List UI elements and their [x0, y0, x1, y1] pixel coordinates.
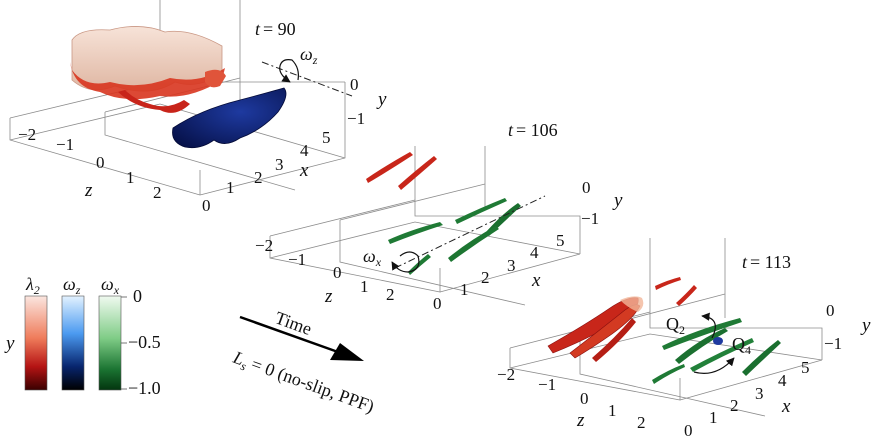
svg-text:5: 5 [801, 358, 810, 377]
panel-t106-lambda2-structures [366, 152, 437, 190]
svg-text:−1: −1 [56, 135, 74, 154]
svg-text:−1: −1 [538, 375, 556, 394]
panel-t106-x-ticks: 0 1 2 3 4 5 [433, 231, 565, 313]
panel-t113-x-label: x [781, 396, 791, 417]
svg-text:3: 3 [755, 384, 764, 403]
colorbar: λ2 ωz ωx y 0 −0.5 −1.0 [4, 274, 161, 398]
panel-t90: ωz t = 90 −2 −1 0 1 2 z 0 1 2 3 4 5 x 0 −… [9, 0, 387, 215]
panel-t113-y-ticks: 0 −1 [824, 301, 842, 353]
colorbar-omega-x [98, 295, 122, 391]
colorbar-header-omega-x: ωx [101, 274, 120, 297]
time-arrow: Time Ls = 0 (no-slip, PPF) [230, 307, 377, 417]
svg-text:3: 3 [275, 155, 284, 174]
svg-text:2: 2 [153, 183, 162, 202]
panel-t113-time-label: t = 113 [742, 252, 791, 272]
panel-t90-x-label: x [299, 160, 309, 181]
panel-t90-rotation-loop [279, 59, 299, 83]
panel-t106-rotation-axis [394, 195, 546, 269]
panel-t113-z-ticks: −2 −1 0 1 2 [497, 365, 646, 432]
panel-t106-rotation-loop [391, 251, 420, 273]
svg-text:−1: −1 [581, 209, 599, 228]
svg-text:2: 2 [254, 168, 263, 187]
svg-text:1: 1 [608, 401, 617, 420]
panel-t90-y-ticks: 0 −1 [347, 75, 365, 128]
svg-text:0: 0 [202, 196, 211, 215]
panel-t90-box [9, 0, 346, 196]
colorbar-header-lambda2: λ2 [25, 274, 40, 297]
svg-text:4: 4 [778, 371, 787, 390]
colorbar-tick-mid: −0.5 [128, 332, 161, 352]
svg-text:5: 5 [556, 231, 565, 250]
panel-t90-z-label: z [84, 180, 93, 201]
svg-text:0: 0 [333, 263, 342, 282]
panel-t90-time-label: t = 90 [255, 19, 296, 39]
svg-text:0: 0 [433, 294, 442, 313]
panel-t113-omega-x-structures [652, 318, 781, 384]
time-arrow-line [239, 315, 339, 354]
svg-text:4: 4 [300, 141, 309, 160]
time-arrow-label: Time [272, 307, 314, 339]
svg-text:0: 0 [582, 178, 591, 197]
svg-text:0: 0 [826, 301, 835, 320]
panel-t90-rotation-axis [261, 61, 353, 97]
svg-text:1: 1 [460, 280, 469, 299]
svg-text:0: 0 [684, 421, 693, 440]
panel-t113-q2-arrow [701, 312, 716, 339]
panel-t113-omega-z-structure [713, 337, 723, 345]
panel-t113-q2-label: Q2 [666, 314, 685, 337]
colorbar-tick-min: −1.0 [128, 378, 161, 398]
colorbar-side-label: y [4, 333, 15, 354]
svg-text:−1: −1 [288, 250, 306, 269]
colorbar-lambda2 [24, 295, 48, 391]
svg-text:4: 4 [530, 243, 539, 262]
panel-t90-y-label: y [376, 89, 387, 110]
panel-t113: Q2 Q4 t = 113 −2 −1 0 1 2 z 0 1 2 3 4 5 x… [497, 238, 871, 440]
panel-t106-y-label: y [612, 190, 623, 211]
panel-t90-omega-z-structure [172, 87, 287, 149]
panel-t90-z-ticks: −2 −1 0 1 2 [18, 125, 162, 202]
svg-text:−2: −2 [18, 125, 36, 144]
svg-text:3: 3 [507, 256, 516, 275]
panel-t113-q4-arrow [693, 357, 735, 374]
svg-text:2: 2 [481, 268, 490, 287]
svg-text:1: 1 [226, 178, 235, 197]
colorbar-omega-z [61, 295, 85, 391]
panel-t113-x-ticks: 0 1 2 3 4 5 [684, 358, 810, 440]
panel-t106-box [269, 146, 581, 306]
svg-text:1: 1 [360, 277, 369, 296]
panel-t106-time-label: t = 106 [508, 120, 558, 140]
panel-t106-y-ticks: 0 −1 [581, 178, 599, 228]
panel-t113-q4-label: Q4 [732, 334, 751, 357]
panel-t106-omega-x-label: ωx [363, 246, 382, 269]
panel-t113-y-label: y [860, 315, 871, 336]
panel-t113-z-label: z [576, 410, 585, 431]
svg-text:1: 1 [709, 408, 718, 427]
panel-t90-lambda2-surface [70, 26, 226, 113]
panel-t106-z-ticks: −2 −1 0 1 2 [255, 236, 395, 304]
svg-text:2: 2 [730, 396, 739, 415]
svg-text:1: 1 [126, 168, 135, 187]
panel-t106-x-label: x [531, 270, 541, 291]
panel-t106: ωx t = 106 −2 −1 0 1 2 z 0 1 2 3 4 5 x 0 … [255, 120, 623, 313]
svg-text:−2: −2 [497, 365, 515, 384]
svg-text:5: 5 [322, 128, 331, 147]
svg-text:0: 0 [96, 153, 105, 172]
panel-t90-x-ticks: 0 1 2 3 4 5 [202, 128, 331, 215]
time-arrow-head [330, 343, 364, 361]
colorbar-header-omega-z: ωz [63, 274, 81, 297]
svg-text:−1: −1 [347, 109, 365, 128]
panel-t106-z-label: z [324, 286, 333, 307]
panel-t113-lambda2-structures [547, 277, 697, 362]
svg-text:−1: −1 [824, 334, 842, 353]
svg-text:0: 0 [580, 389, 589, 408]
panel-t90-omega-z-label: ωz [300, 44, 318, 67]
svg-text:2: 2 [386, 285, 395, 304]
colorbar-tick-0: 0 [133, 286, 142, 306]
panel-t106-omega-x-structures [388, 198, 521, 275]
svg-text:0: 0 [350, 75, 359, 94]
svg-text:−2: −2 [255, 236, 273, 255]
svg-text:2: 2 [637, 413, 646, 432]
